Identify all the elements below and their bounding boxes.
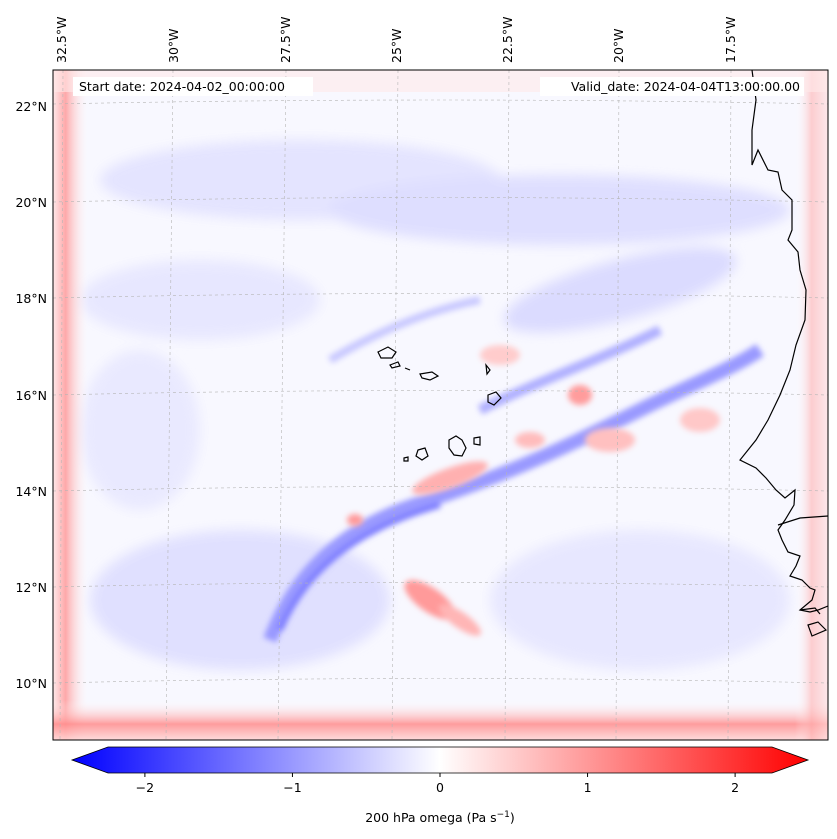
- colorbar-label: 200 hPa omega (Pa s−1): [365, 810, 515, 825]
- colorbar-tick-label: 0: [436, 780, 444, 795]
- lat-tick-label: 12°N: [15, 580, 47, 595]
- coastlines: [377, 70, 828, 637]
- colorbar-ticks: −2 −1 0 1 2: [136, 773, 739, 795]
- lat-tick-label: 10°N: [15, 676, 47, 691]
- lon-tick-label: 25°W: [389, 28, 404, 63]
- omega-field: [53, 70, 828, 740]
- valid-date-label: Valid_date: 2024-04-04T13:00:00.00: [571, 79, 800, 94]
- colorbar: −2 −1 0 1 2 200 hPa omega (Pa s−1): [70, 746, 810, 825]
- lat-tick-label: 20°N: [15, 195, 47, 210]
- start-date-box: [73, 77, 313, 96]
- map-frame: [52, 69, 829, 741]
- start-date-label: Start date: 2024-04-02_00:00:00: [79, 79, 285, 94]
- lat-tick-label: 22°N: [15, 99, 47, 114]
- lon-tick-label: 20°W: [611, 28, 626, 63]
- gridlines: [53, 70, 828, 740]
- colorbar-tick-label: 2: [731, 780, 739, 795]
- lat-tick-label: 18°N: [15, 291, 47, 306]
- lat-tick-label: 14°N: [15, 484, 47, 499]
- colorbar-body: [70, 746, 810, 774]
- valid-date-box: [540, 77, 804, 96]
- lon-tick-label: 17.5°W: [723, 17, 738, 63]
- lon-tick-label: 27.5°W: [278, 17, 293, 63]
- lon-tick-label: 32.5°W: [54, 17, 69, 63]
- lon-tick-label: 22.5°W: [500, 17, 515, 63]
- latitude-ticks: 22°N 20°N 18°N 16°N 14°N 12°N 10°N: [15, 99, 47, 691]
- colorbar-tick-label: 1: [584, 780, 592, 795]
- longitude-ticks: 32.5°W 30°W 27.5°W 25°W 22.5°W 20°W 17.5…: [54, 17, 738, 63]
- lat-tick-label: 16°N: [15, 388, 47, 403]
- lon-tick-label: 30°W: [166, 28, 181, 63]
- colorbar-tick-label: −1: [283, 780, 301, 795]
- colorbar-tick-label: −2: [136, 780, 154, 795]
